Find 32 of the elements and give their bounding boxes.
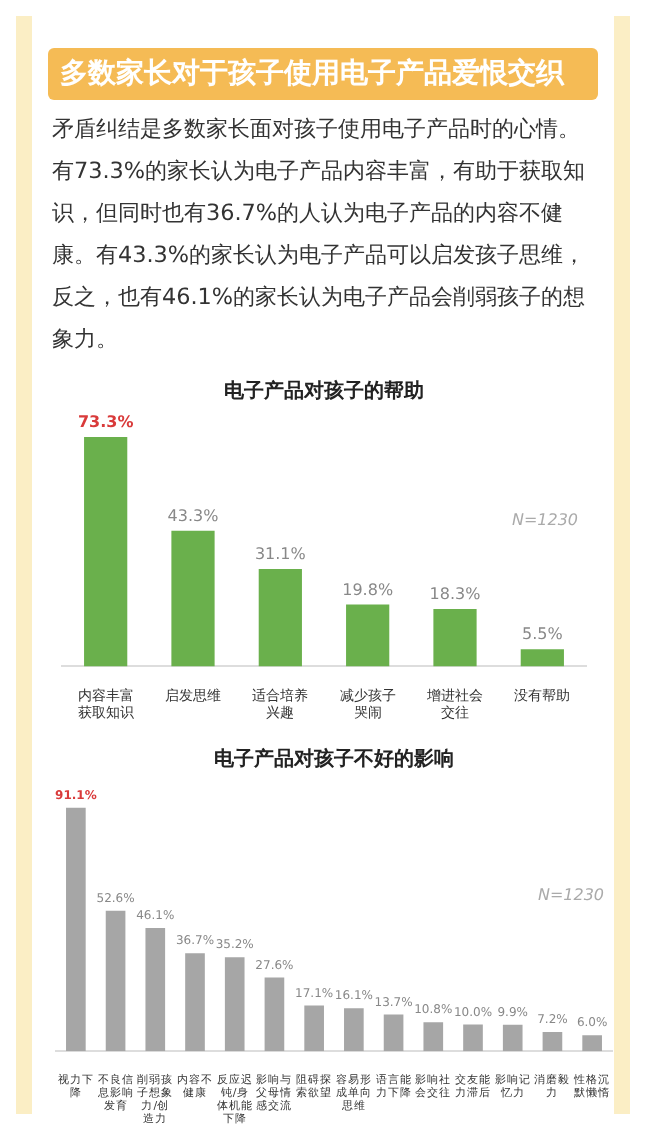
bar	[519, 649, 563, 667]
bar	[582, 1035, 602, 1052]
data-label: 19.8%	[341, 580, 393, 599]
bar	[257, 569, 301, 667]
data-label: 31.1%	[253, 545, 306, 564]
bar	[383, 1014, 404, 1052]
bar	[542, 1031, 563, 1052]
annotation: N=1230	[510, 510, 577, 529]
annotation: N=1230	[537, 886, 604, 905]
bar	[423, 1022, 444, 1052]
chart-title: 电子产品对孩子的帮助	[223, 379, 423, 404]
text: 多数家长对于孩子使用电子产品爱恨交织	[48, 48, 598, 100]
bar	[170, 530, 214, 667]
bar	[185, 953, 205, 1052]
data-label: 73.3%	[76, 413, 133, 432]
data-label: 5.5%	[521, 625, 563, 644]
bar	[432, 609, 476, 667]
bar	[105, 910, 126, 1052]
bar	[224, 957, 245, 1052]
data-label: 18.3%	[428, 585, 481, 604]
bar	[264, 977, 285, 1052]
bar	[463, 1024, 483, 1052]
bar	[145, 928, 166, 1052]
data-label: 43.3%	[166, 507, 219, 526]
bar	[66, 807, 86, 1052]
bar	[304, 1005, 324, 1052]
bar	[344, 1008, 364, 1052]
bar	[502, 1024, 523, 1052]
bar	[345, 604, 389, 667]
bar	[83, 436, 127, 667]
text: 矛盾纠结是多数家长面对孩子使用电子产品时的心情。有73.3%的家长认为电子产品内容丰富，有助于获取知识，但同时也有36.7%的人认为电子产品的内容不健康。有43.3%的家长认为电子产品可以启发孩子思维，反之，也有46.1%的家长认为电子产品会削弱孩子的想象力。	[50, 114, 588, 356]
chart-title: 电子产品对孩子不好的影响	[214, 747, 454, 772]
